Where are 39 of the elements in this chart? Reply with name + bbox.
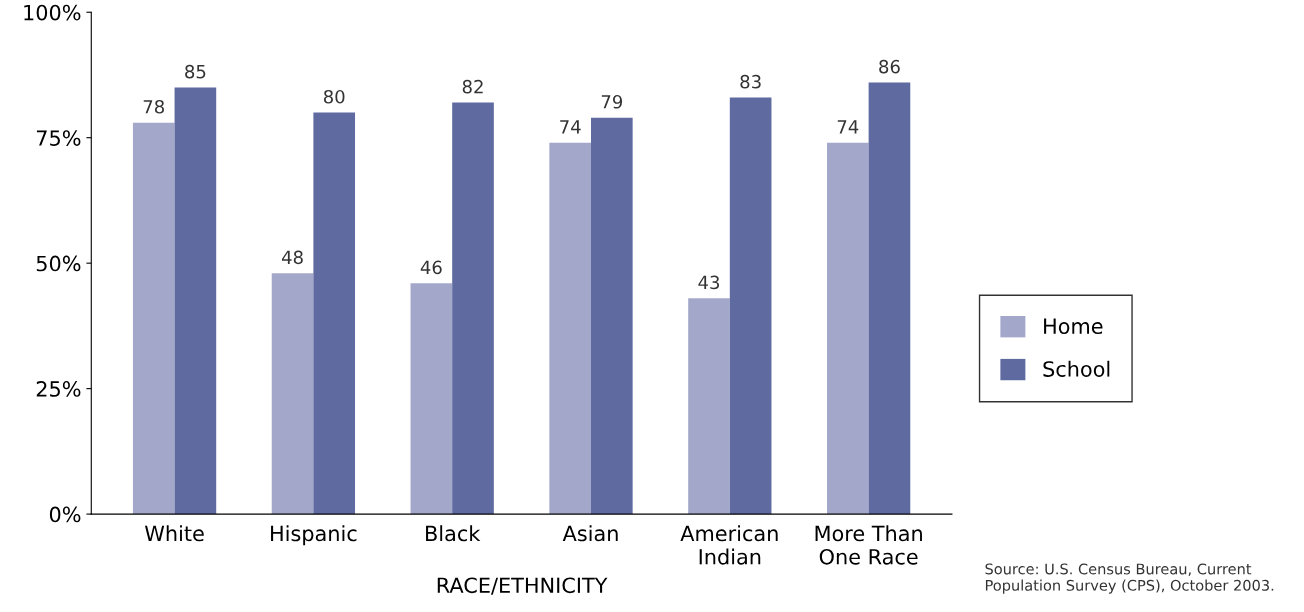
data-label: 86 (879, 59, 900, 74)
data-label: 48 (281, 250, 303, 265)
data-label: 43 (698, 275, 720, 290)
bar (868, 82, 911, 515)
y-tick-label: 25% (36, 381, 81, 397)
bar (132, 122, 175, 515)
bar (549, 142, 592, 515)
x-axis-title: RACE/ETHNICITY (437, 577, 608, 595)
data-label: 74 (837, 120, 859, 134)
bar (591, 117, 633, 515)
data-label: 83 (740, 74, 761, 89)
data-label: 80 (323, 89, 345, 104)
x-tick-label: American Indian (680, 525, 778, 565)
bar (313, 112, 356, 515)
bar (174, 87, 217, 515)
bar (688, 298, 730, 515)
bar (271, 273, 314, 515)
data-label: 78 (143, 99, 164, 114)
bar (452, 102, 494, 515)
y-tick-label: 50% (36, 255, 81, 272)
data-label: 85 (185, 64, 206, 79)
legend-label: School (1043, 360, 1110, 377)
y-tick-label: 100% (24, 4, 81, 21)
bar (826, 142, 869, 515)
y-tick-label: 0% (49, 506, 81, 523)
x-tick-label: More Than One Race (815, 525, 922, 565)
data-label: 82 (462, 79, 483, 94)
source-note: Source: U.S. Census Bureau, Current Population Survey (CPS), October 2003. (985, 563, 1274, 594)
data-label: 79 (601, 94, 623, 109)
bar (410, 283, 453, 515)
y-tick-label: 75% (36, 130, 81, 146)
data-label: 46 (420, 260, 442, 275)
data-label: 74 (560, 120, 581, 134)
x-tick-label: Black (426, 525, 481, 542)
legend-label: Home (1044, 318, 1103, 335)
x-tick-label: Asian (562, 525, 618, 542)
bar (729, 97, 772, 515)
x-tick-label: White (144, 525, 204, 542)
x-tick-label: Hispanic (271, 525, 357, 546)
